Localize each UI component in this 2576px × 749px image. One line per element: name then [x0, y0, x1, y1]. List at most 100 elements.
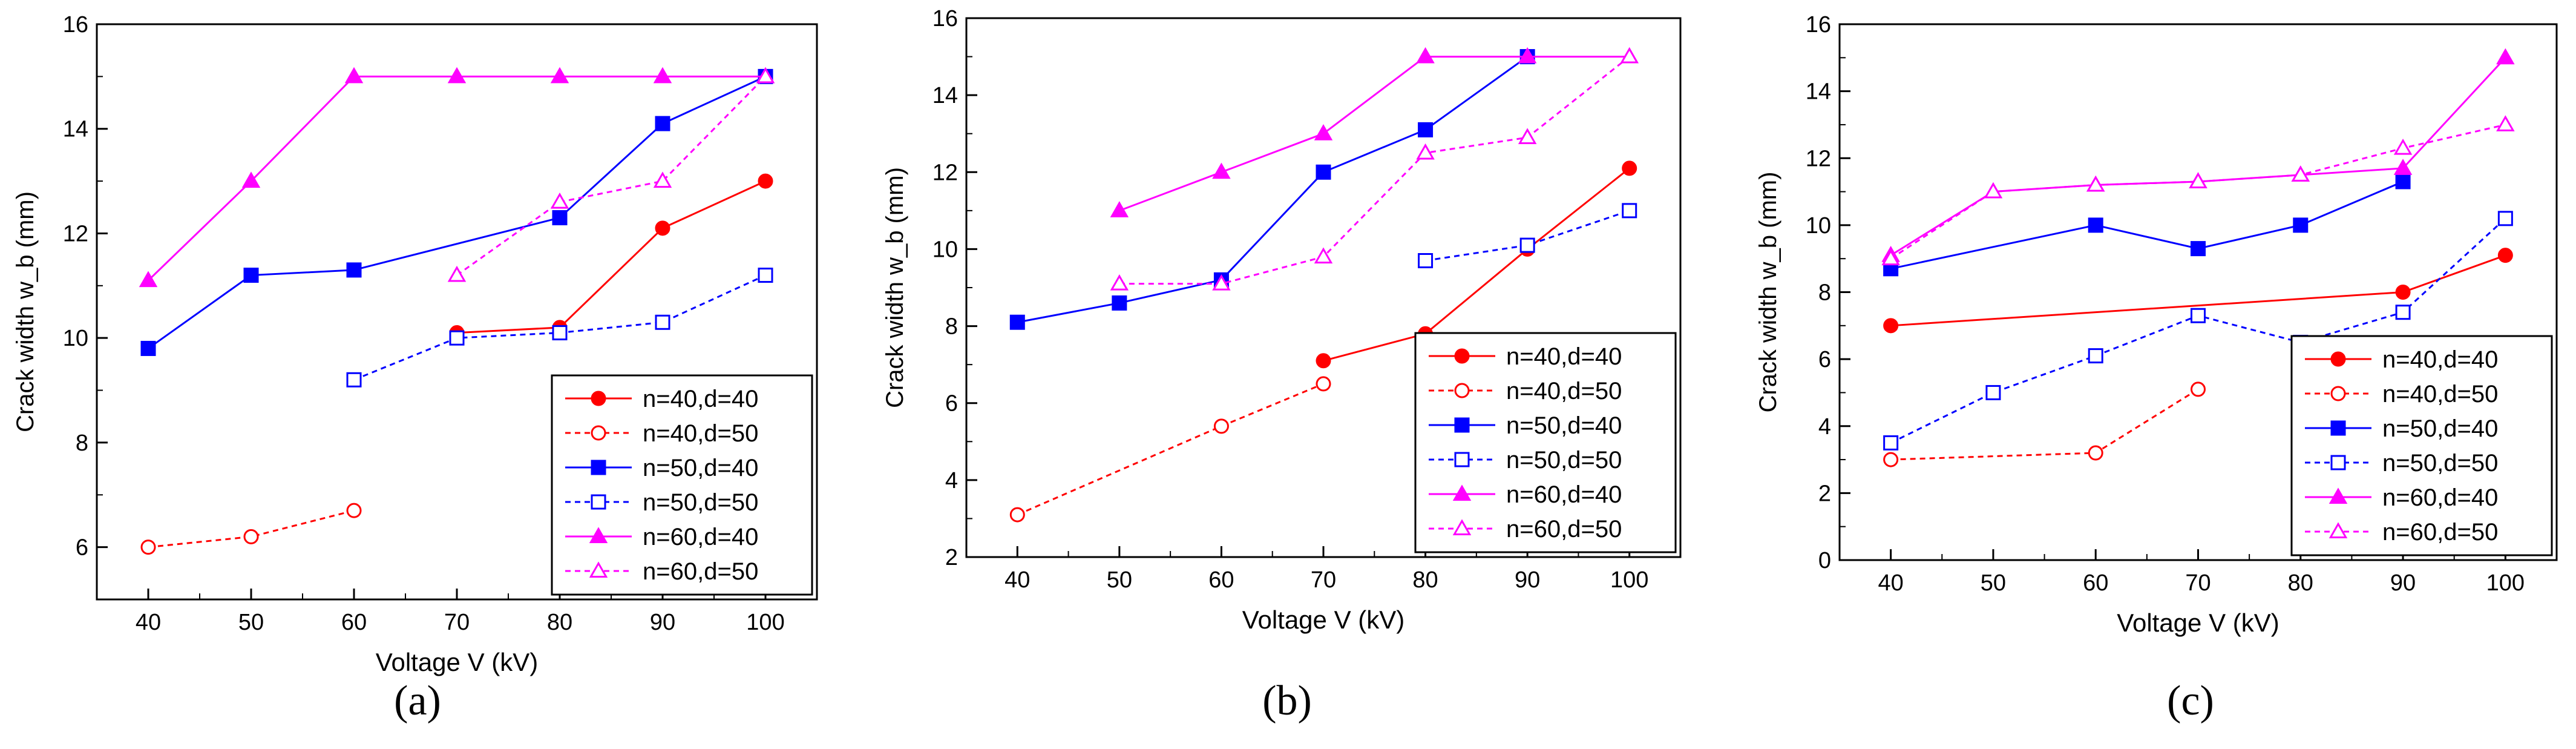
y-tick-label: 12 [1806, 146, 1831, 171]
series-n-50-d-50 [346, 268, 773, 388]
x-tick-label: 90 [650, 610, 675, 635]
data-point [1416, 143, 1435, 160]
panel-label: (a) [394, 678, 441, 724]
data-point [1316, 353, 1331, 369]
legend-marker [1454, 452, 1470, 467]
data-point [655, 116, 670, 131]
data-point [346, 372, 362, 388]
legend-label: n=50,d=50 [2382, 450, 2498, 477]
data-point [2088, 217, 2103, 233]
legend-label: n=50,d=40 [643, 455, 758, 481]
data-point [140, 539, 156, 555]
legend: n=40,d=40 n=40,d=50 n=50,d=40 n=50,d=50 n=60… [2290, 335, 2553, 556]
data-point [447, 265, 467, 282]
x-tick-label: 90 [2390, 570, 2416, 596]
legend-marker [1454, 383, 1470, 398]
legend-marker [591, 425, 606, 441]
data-point [1518, 47, 1537, 64]
data-point [139, 271, 158, 288]
legend-label: n=60,d=50 [1506, 516, 1622, 543]
legend-label: n=60,d=50 [2382, 519, 2498, 546]
chart-panel-c: 0 2 4 6 8 10 12 14 16 40 50 60 70 80 90 100 Voltage V (k… [1755, 12, 2558, 724]
x-tick-label: 80 [2288, 570, 2313, 596]
series-n-60-d-40 [1881, 48, 2515, 262]
series-line [1017, 383, 1324, 516]
legend-label: n=50,d=50 [643, 489, 758, 516]
x-axis-label: Voltage V (kV) [376, 648, 538, 676]
x-tick-label: 40 [1878, 570, 1904, 596]
data-point [655, 314, 670, 330]
series-n-40-d-50 [1009, 376, 1331, 523]
y-tick-label: 16 [932, 6, 958, 31]
panel-label: (c) [2167, 678, 2214, 724]
y-tick-label: 14 [63, 117, 88, 142]
series-line [147, 75, 765, 282]
series-line [1890, 124, 2506, 260]
series-n-40-d-40 [1883, 248, 2513, 334]
y-tick-label: 16 [1806, 12, 1831, 38]
data-point [2497, 248, 2513, 263]
data-point [449, 330, 465, 346]
data-point [1883, 435, 1899, 450]
data-point [1622, 203, 1637, 219]
data-point [758, 173, 773, 189]
data-point [2191, 308, 2206, 323]
y-tick-label: 4 [945, 468, 958, 493]
data-point [346, 262, 362, 278]
data-point [653, 171, 672, 188]
series-n-60-d-40 [139, 67, 775, 288]
series-line [1119, 56, 1630, 285]
legend: n=40,d=40 n=40,d=50 n=50,d=40 n=50,d=50 n=60… [1414, 332, 1677, 553]
data-point [1212, 274, 1231, 291]
series-line [148, 75, 766, 349]
series-n-60-d-50 [1110, 47, 1639, 291]
legend-marker [2329, 522, 2348, 538]
legend-box [551, 374, 813, 596]
data-point [756, 67, 775, 84]
legend-marker [2330, 386, 2346, 401]
series-line [456, 180, 766, 334]
data-point [1316, 376, 1331, 392]
series-n-40-d-50 [140, 503, 362, 555]
data-point [2496, 115, 2515, 131]
y-tick-label: 10 [63, 326, 88, 351]
legend-box [1414, 332, 1677, 553]
series-line [1890, 388, 2199, 461]
y-axis-label: Crack width w_b (mm) [882, 167, 908, 408]
data-point [243, 529, 259, 544]
y-tick-label: 2 [1818, 481, 1831, 506]
data-point [1622, 160, 1637, 176]
legend-marker [2330, 351, 2346, 367]
x-tick-label: 50 [1981, 570, 2006, 596]
data-point [1883, 452, 1899, 467]
legend-label: n=50,d=50 [1506, 447, 1622, 473]
data-point [1112, 295, 1127, 311]
y-tick-label: 4 [1818, 414, 1831, 440]
legend-marker [2330, 455, 2346, 470]
legend: n=40,d=40 n=40,d=50 n=50,d=40 n=50,d=50 n=60… [551, 374, 813, 596]
data-point [2393, 159, 2413, 175]
x-axis-label: Voltage V (kV) [1242, 605, 1404, 634]
data-point [1519, 237, 1535, 253]
legend-marker [591, 494, 606, 510]
legend-label: n=40,d=50 [1506, 378, 1622, 404]
legend-label: n=40,d=40 [643, 386, 758, 412]
legend-label: n=40,d=40 [2382, 346, 2498, 373]
y-tick-label: 12 [63, 221, 88, 246]
x-tick-label: 60 [2083, 570, 2108, 596]
x-tick-label: 70 [1311, 567, 1336, 593]
series-line [1323, 167, 1630, 362]
data-point [653, 67, 672, 84]
legend-label: n=60,d=40 [1506, 481, 1622, 508]
data-point [1009, 507, 1025, 523]
series-n-60-d-40 [1110, 47, 1639, 217]
legend-label: n=60,d=40 [643, 524, 758, 550]
data-point [2395, 174, 2411, 190]
legend-label: n=50,d=40 [2382, 415, 2498, 442]
data-point [346, 503, 362, 518]
data-point [1881, 249, 1900, 266]
data-point [1314, 124, 1333, 140]
x-tick-label: 60 [341, 610, 367, 635]
data-point [1110, 274, 1129, 291]
